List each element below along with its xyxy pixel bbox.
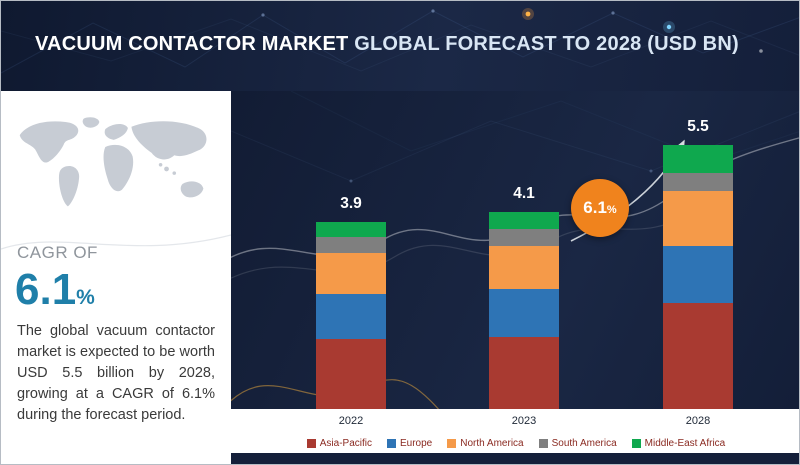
bar-segment-north-america — [663, 190, 733, 246]
growth-badge: 6.1% — [571, 179, 629, 237]
bar-segment-asia-pacific — [316, 339, 386, 409]
legend-label: South America — [551, 437, 617, 449]
legend-swatch — [447, 438, 457, 448]
header-banner: VACUUM CONTACTOR MARKET GLOBAL FORECAST … — [1, 1, 799, 91]
bar-segment-north-america — [316, 253, 386, 294]
bar-segment-europe — [663, 245, 733, 304]
legend-swatch — [387, 438, 396, 448]
bar-segment-middle-east-africa — [663, 145, 733, 173]
title-secondary: GLOBAL FORECAST TO 2028 (USD BN) — [348, 33, 739, 55]
cagr-percent-sign: % — [76, 286, 95, 309]
market-description: The global vacuum contactor market is ex… — [17, 323, 215, 424]
bar-segment-asia-pacific — [663, 303, 733, 409]
legend-item: North America — [447, 437, 524, 449]
bar-chart: 3.9 4.1 5.5 — [231, 91, 799, 409]
title-primary: VACUUM CONTACTOR MARKET — [35, 33, 349, 55]
bottom-bar — [231, 453, 799, 464]
swirl-decoration — [1, 234, 231, 250]
bar-segment-middle-east-africa — [316, 222, 386, 238]
legend-swatch — [631, 438, 641, 448]
cagr-label: CAGR OF — [17, 243, 98, 262]
legend-item: Middle-East Africa — [631, 437, 726, 449]
legend: Asia-Pacific Europe North America South Ame… — [231, 433, 799, 453]
x-axis-label: 2028 — [685, 415, 711, 427]
legend-label: Europe — [400, 437, 433, 449]
cagr-value: 6.1% — [15, 265, 231, 315]
cagr-number: 6.1 — [15, 265, 77, 314]
sidebar: CAGR OF 6.1% The global vacuum contactor… — [1, 91, 231, 464]
bar-segment-south-america — [316, 237, 386, 254]
legend-label: Middle-East Africa — [644, 437, 726, 449]
bar-2023 — [489, 212, 559, 409]
legend-label: Asia-Pacific — [319, 437, 372, 449]
x-axis: 2022 2023 2028 — [231, 409, 799, 433]
bar-value-label: 3.9 — [340, 195, 362, 212]
x-axis-label: 2022 — [338, 415, 364, 427]
bar-segment-south-america — [489, 228, 559, 246]
legend-item: Europe — [387, 438, 432, 449]
world-map — [9, 103, 223, 229]
bar-2022 — [316, 222, 386, 409]
bar-segment-europe — [316, 293, 386, 340]
legend-label: North America — [460, 437, 524, 449]
legend-item: South America — [538, 437, 617, 449]
bar-segment-europe — [489, 288, 559, 337]
chart-panel: 3.9 4.1 5.5 6.1% — [231, 91, 799, 409]
growth-badge-value: 6.1 — [583, 198, 607, 217]
page-title: VACUUM CONTACTOR MARKET GLOBAL FORECAST … — [35, 33, 739, 56]
legend-swatch — [538, 438, 548, 448]
growth-badge-percent: % — [606, 203, 617, 216]
bar-segment-south-america — [663, 172, 733, 191]
plexus-decoration — [1, 8, 799, 74]
bar-segment-asia-pacific — [489, 336, 559, 409]
legend-item: Asia-Pacific — [306, 437, 372, 449]
legend-swatch — [306, 438, 316, 448]
x-axis-label: 2023 — [511, 415, 537, 427]
bar-2028 — [663, 145, 733, 409]
bar-segment-north-america — [489, 245, 559, 289]
bar-value-label: 4.1 — [513, 185, 535, 202]
bar-segment-middle-east-africa — [489, 212, 559, 229]
bar-value-label: 5.5 — [687, 118, 709, 135]
